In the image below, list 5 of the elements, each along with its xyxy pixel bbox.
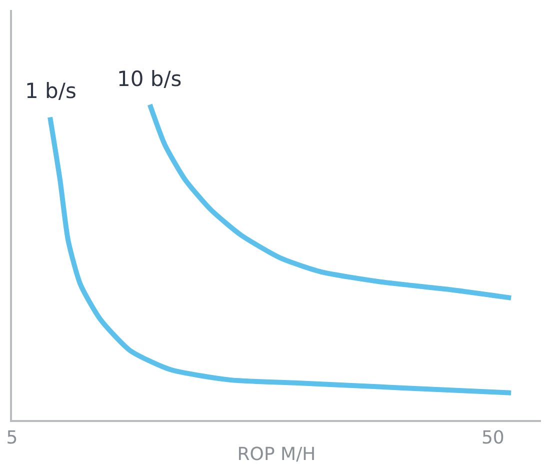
series-label: 1 b/s [25, 79, 76, 103]
x-axis-title: ROP M/H [237, 444, 316, 466]
series-label: 10 b/s [117, 67, 182, 91]
x-tick-label: 5 [6, 428, 18, 449]
x-tick-label: 50 [481, 428, 504, 449]
